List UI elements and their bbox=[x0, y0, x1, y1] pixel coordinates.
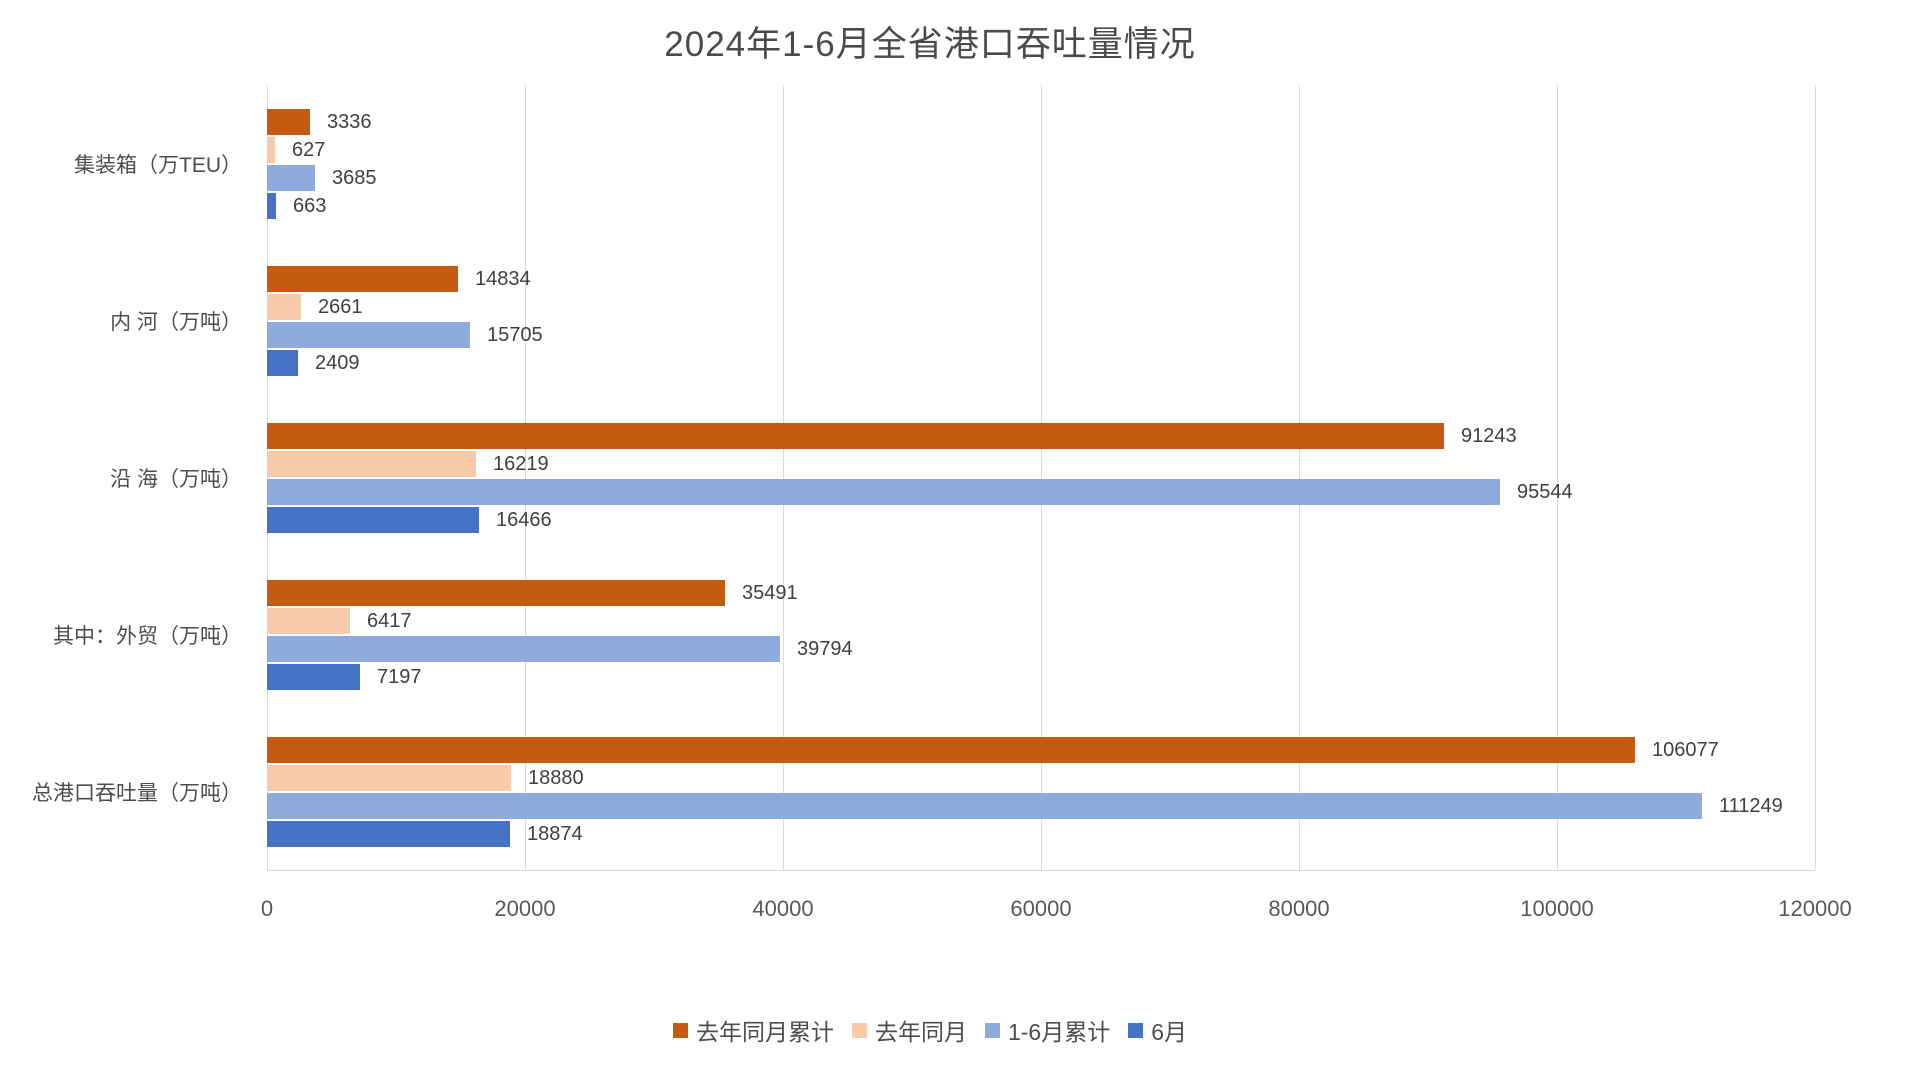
bar bbox=[267, 164, 315, 191]
legend-label: 1-6月累计 bbox=[1007, 1019, 1111, 1045]
bar-value-label: 14834 bbox=[475, 267, 531, 290]
bar-value-label: 35491 bbox=[742, 581, 798, 604]
legend-item: 去年同月累计 bbox=[672, 1013, 834, 1047]
bar bbox=[267, 506, 479, 533]
bar-value-label: 111249 bbox=[1719, 794, 1783, 817]
gridline bbox=[1815, 85, 1816, 870]
legend-swatch-icon bbox=[851, 1022, 867, 1038]
bar-value-label: 16219 bbox=[493, 452, 549, 475]
chart-title: 2024年1-6月全省港口吞吐量情况 bbox=[664, 25, 1196, 64]
bar bbox=[267, 321, 470, 348]
bar-value-label: 95544 bbox=[1517, 480, 1573, 503]
legend: 去年同月累计 去年同月 1-6月累计 6月 bbox=[0, 1013, 1860, 1047]
gridline bbox=[1557, 85, 1558, 870]
bar bbox=[267, 108, 310, 135]
bar-value-label: 91243 bbox=[1461, 424, 1517, 447]
bar bbox=[267, 663, 360, 690]
bar-value-label: 39794 bbox=[797, 637, 853, 660]
bar-value-label: 16466 bbox=[496, 508, 552, 531]
bar bbox=[267, 607, 350, 634]
gridline bbox=[783, 85, 784, 870]
bar bbox=[267, 349, 298, 376]
legend-item: 1-6月累计 bbox=[984, 1013, 1111, 1047]
bar bbox=[267, 136, 275, 163]
legend-swatch-icon bbox=[1128, 1022, 1144, 1038]
bar-value-label: 2409 bbox=[315, 351, 360, 374]
bar-value-label: 15705 bbox=[487, 323, 543, 346]
bar-value-label: 627 bbox=[292, 138, 326, 161]
bar-value-label: 3336 bbox=[327, 110, 372, 133]
category-label: 其中：外贸（万吨） bbox=[53, 624, 242, 648]
bar-value-label: 106077 bbox=[1652, 738, 1719, 761]
x-axis-tick-label: 100000 bbox=[1520, 896, 1594, 921]
category-label: 集装箱（万TEU） bbox=[74, 153, 242, 177]
bar bbox=[267, 293, 301, 320]
legend-item: 去年同月 bbox=[851, 1013, 967, 1047]
legend-swatch-icon bbox=[984, 1022, 1000, 1038]
gridline bbox=[525, 85, 526, 870]
bar bbox=[267, 792, 1702, 819]
bar bbox=[267, 422, 1444, 449]
x-axis-tick-label: 40000 bbox=[752, 896, 814, 921]
legend-label: 6月 bbox=[1151, 1019, 1188, 1045]
bar-value-label: 3685 bbox=[332, 166, 377, 189]
bar bbox=[267, 579, 725, 606]
category-label: 沿 海（万吨） bbox=[110, 467, 242, 491]
category-label: 总港口吞吐量（万吨） bbox=[32, 781, 242, 805]
bar bbox=[267, 820, 510, 847]
bar-value-label: 18880 bbox=[528, 766, 584, 789]
x-axis-tick-label: 80000 bbox=[1268, 896, 1330, 921]
bar-value-label: 7197 bbox=[377, 665, 422, 688]
legend-label: 去年同月 bbox=[874, 1019, 967, 1045]
bar bbox=[267, 736, 1635, 763]
gridline bbox=[1041, 85, 1042, 870]
gridline bbox=[1299, 85, 1300, 870]
bar-value-label: 2661 bbox=[318, 295, 363, 318]
category-label: 内 河（万吨） bbox=[110, 310, 242, 334]
bar bbox=[267, 192, 276, 219]
x-axis-tick-label: 120000 bbox=[1778, 896, 1852, 921]
x-axis-line bbox=[267, 870, 1815, 871]
bar-value-label: 18874 bbox=[527, 822, 583, 845]
bar-value-label: 6417 bbox=[367, 609, 412, 632]
bar bbox=[267, 635, 780, 662]
x-axis-tick-label: 0 bbox=[260, 896, 274, 921]
x-axis-tick-label: 20000 bbox=[494, 896, 556, 921]
bar-value-label: 663 bbox=[293, 194, 327, 217]
legend-item: 6月 bbox=[1128, 1013, 1187, 1047]
legend-label: 去年同月累计 bbox=[695, 1019, 834, 1045]
bar bbox=[267, 764, 511, 791]
x-axis-tick-label: 60000 bbox=[1010, 896, 1072, 921]
bar bbox=[267, 450, 476, 477]
bar bbox=[267, 478, 1500, 505]
legend-swatch-icon bbox=[672, 1022, 688, 1038]
gridline bbox=[267, 85, 268, 870]
bar bbox=[267, 265, 458, 292]
